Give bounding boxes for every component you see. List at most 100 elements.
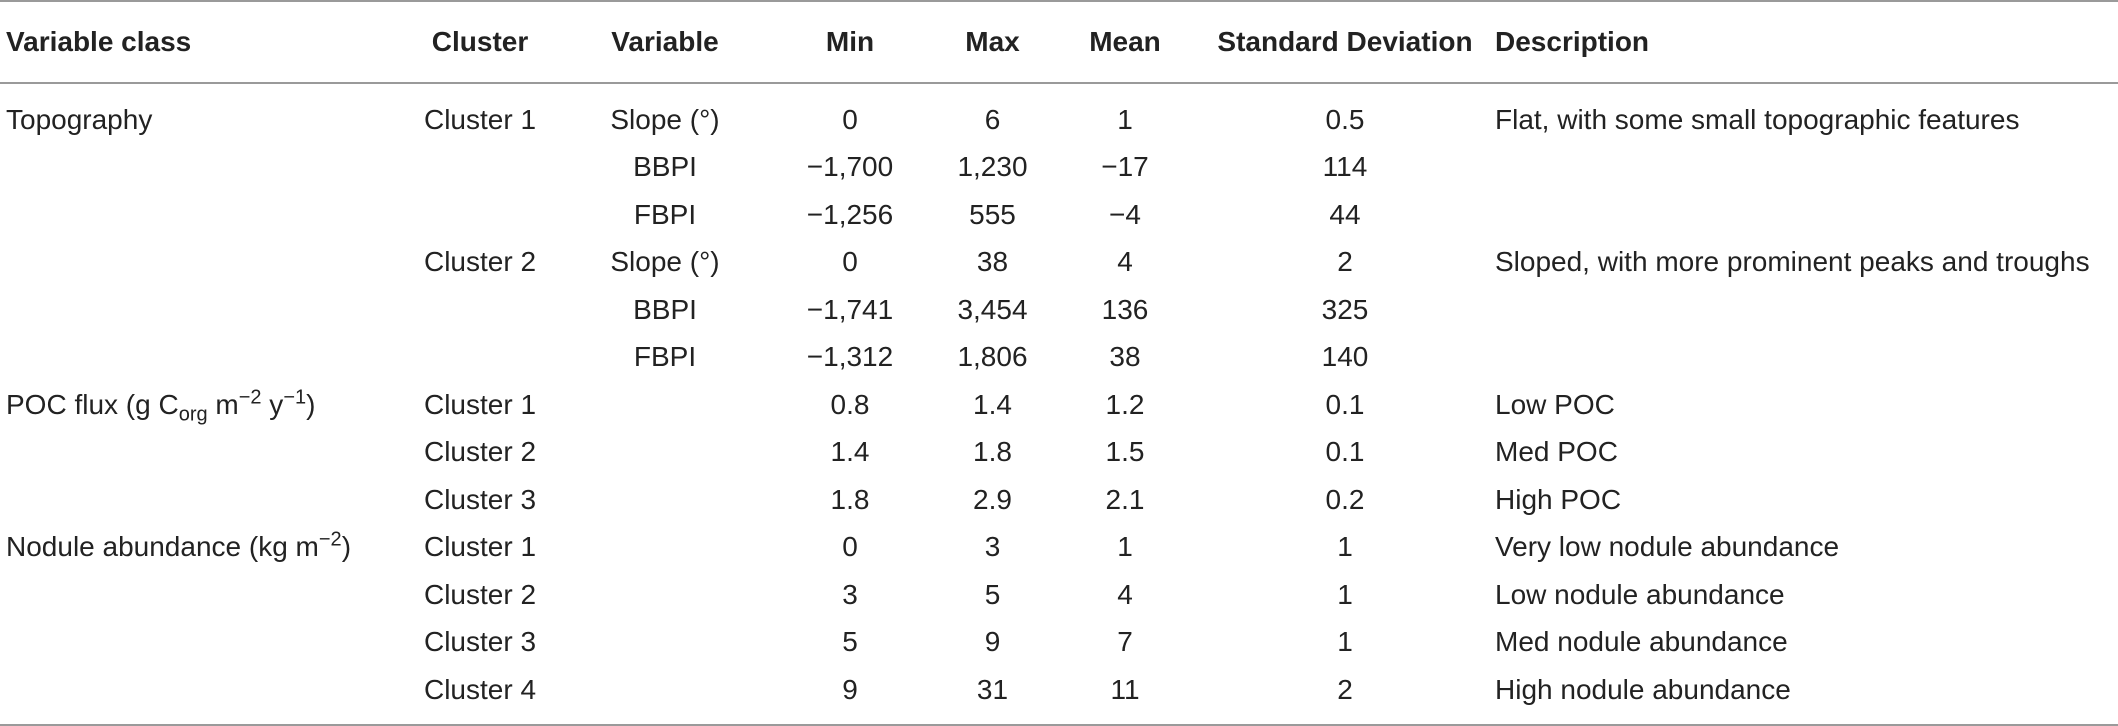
cell-max: 9 (984, 626, 1001, 658)
cell-mean: 7 (1117, 626, 1133, 658)
table-row: Cluster 4 9 31 11 2 High nodule abundanc… (0, 666, 2118, 726)
cell-min: 3 (842, 578, 858, 610)
table-row: Nodule abundance (kg m−2) Cluster 1 0 3 … (0, 524, 2118, 572)
cell-sd: 0.5 (1325, 103, 1365, 135)
cell-variable (560, 571, 770, 619)
cell-variable-class (0, 286, 400, 334)
header-variable-class: Variable class (0, 0, 400, 84)
cell-description (1495, 144, 2118, 192)
cell-mean: −17 (1101, 151, 1149, 183)
cell-max: 1.4 (973, 388, 1012, 420)
cell-description (1495, 191, 2118, 239)
cell-sd: 325 (1321, 293, 1369, 325)
cell-cluster (400, 191, 560, 239)
cell-max: 5 (984, 578, 1001, 610)
table-row: BBPI −1,700 1,230 −17 114 (0, 144, 2118, 192)
cell-description: Low nodule abundance (1495, 578, 1785, 610)
cell-mean: 1 (1117, 103, 1133, 135)
cell-cluster: Cluster 3 (423, 483, 537, 515)
cell-variable (560, 429, 770, 477)
cell-description: Low POC (1495, 388, 1615, 420)
cell-variable (560, 619, 770, 667)
cell-min: 1.4 (830, 436, 870, 468)
nodule-class-sup: −2 (318, 528, 342, 551)
cell-max: 6 (984, 103, 1001, 135)
cell-variable: BBPI (633, 151, 697, 183)
cell-description: Med nodule abundance (1495, 626, 1788, 658)
cell-min: 0 (842, 246, 858, 278)
cell-variable-class (0, 239, 400, 287)
table-row: Cluster 2 1.4 1.8 1.5 0.1 Med POC (0, 429, 2118, 477)
cell-variable-class (0, 571, 400, 619)
poc-class-text: POC flux (g C (6, 388, 179, 420)
cell-cluster: Cluster 2 (423, 246, 537, 278)
cell-mean: −4 (1109, 198, 1141, 230)
cell-mean: 11 (1055, 666, 1195, 726)
cell-description (1495, 334, 2118, 382)
cell-variable (560, 381, 770, 429)
cell-cluster (400, 334, 560, 382)
header-max: Max (930, 0, 1055, 84)
cell-min: −1,312 (806, 341, 894, 373)
cell-cluster: Cluster 1 (423, 103, 537, 135)
cell-description: Sloped, with more prominent peaks and tr… (1495, 246, 2090, 278)
cell-max: 1,806 (957, 341, 1028, 373)
cell-min: −1,256 (806, 198, 894, 230)
header-min: Min (770, 0, 930, 84)
cell-variable-class: POC flux (g Corg m−2 y−1) (0, 381, 400, 429)
table-row: BBPI −1,741 3,454 136 325 (0, 286, 2118, 334)
cell-description: Very low nodule abundance (1495, 531, 1840, 563)
table-row: FBPI −1,256 555 −4 44 (0, 191, 2118, 239)
table-row: Cluster 3 1.8 2.9 2.1 0.2 High POC (0, 476, 2118, 524)
cell-mean: 4 (1117, 246, 1133, 278)
cell-variable: FBPI (633, 198, 697, 230)
cell-mean: 1.5 (1105, 436, 1145, 468)
cell-variable: FBPI (633, 341, 697, 373)
cell-cluster: Cluster 2 (423, 436, 537, 468)
header-cluster: Cluster (400, 0, 560, 84)
cell-sd: 114 (1322, 151, 1368, 183)
cell-description: High POC (1495, 483, 1622, 515)
table-row: Cluster 2 3 5 4 1 Low nodule abundance (0, 571, 2118, 619)
cell-description: High nodule abundance (1495, 666, 2118, 726)
nodule-class-text: Nodule abundance (kg m (6, 531, 319, 563)
cell-mean: 1.2 (1105, 388, 1145, 420)
cell-variable-class (0, 666, 400, 726)
cell-variable: Slope (°) (610, 103, 720, 135)
cell-variable-class: Nodule abundance (kg m−2) (0, 524, 400, 572)
cell-max: 1.8 (973, 436, 1012, 468)
poc-class-end: ) (306, 388, 316, 420)
cell-min: 0 (842, 103, 858, 135)
cell-max: 38 (976, 246, 1009, 278)
cell-max: 3,454 (957, 293, 1028, 325)
cell-max: 31 (930, 666, 1055, 726)
header-description: Description (1495, 0, 2118, 84)
header-variable: Variable (560, 0, 770, 84)
cell-sd: 0.1 (1325, 436, 1365, 468)
cell-variable: BBPI (633, 293, 697, 325)
cell-sd: 140 (1321, 341, 1369, 373)
cell-cluster (400, 286, 560, 334)
table-row: Cluster 3 5 9 7 1 Med nodule abundance (0, 619, 2118, 667)
cell-variable-class: Topography (6, 103, 153, 135)
cell-cluster (400, 144, 560, 192)
poc-class-mid2: y (261, 388, 284, 420)
cell-min: −1,700 (806, 151, 894, 183)
cell-variable (560, 524, 770, 572)
poc-class-sub: org (178, 403, 208, 426)
cell-min: 1.8 (830, 483, 870, 515)
cell-sd: 44 (1329, 198, 1361, 230)
cell-variable (560, 666, 770, 726)
cell-cluster: Cluster 1 (423, 388, 537, 420)
cell-min: 9 (770, 666, 930, 726)
cell-min: 0.8 (830, 388, 870, 420)
cell-min: 5 (842, 626, 858, 658)
cell-variable-class (0, 619, 400, 667)
cell-mean: 136 (1101, 293, 1149, 325)
header-row: Variable class Cluster Variable Min Max … (0, 0, 2118, 84)
cell-max: 3 (984, 531, 1001, 563)
cell-variable-class (0, 191, 400, 239)
cell-sd: 0.1 (1325, 388, 1365, 420)
cell-mean: 38 (1109, 341, 1141, 373)
cell-sd: 0.2 (1325, 483, 1365, 515)
